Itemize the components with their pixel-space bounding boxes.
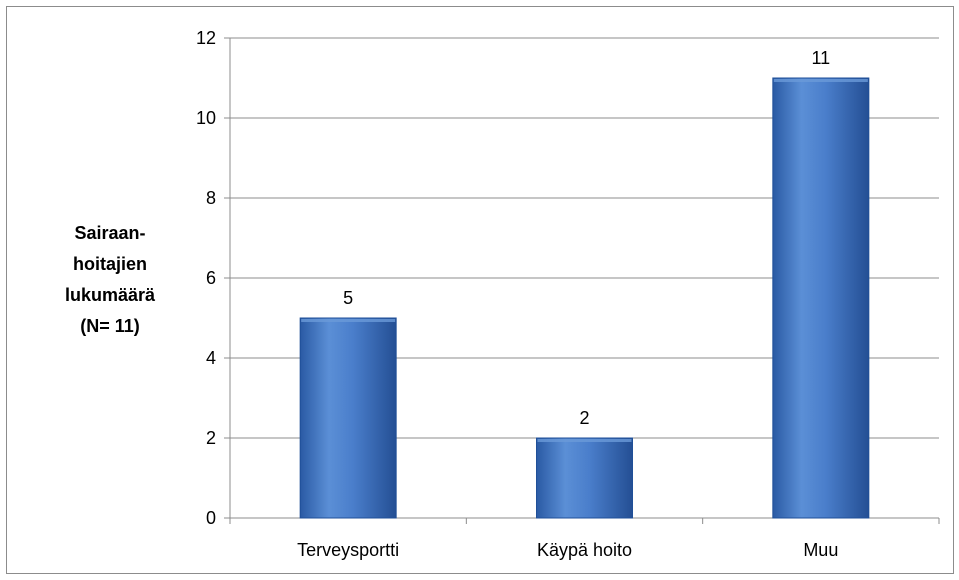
bar-highlight	[773, 79, 868, 82]
y-tick-label: 8	[206, 188, 216, 208]
y-axis-label-line-2: hoitajien	[72, 254, 147, 274]
y-tick-label: 12	[196, 28, 216, 48]
x-category-label: Terveysportti	[297, 540, 399, 560]
data-label: 2	[579, 408, 589, 428]
y-tick-label: 4	[206, 348, 216, 368]
y-axis-label-line-1: Sairaan-	[74, 223, 146, 243]
bar-highlight	[537, 439, 632, 442]
y-axis-label: Sairaan- hoitajien lukumäärä (N= 11)	[40, 218, 180, 342]
y-axis-label-line-4: (N= 11)	[80, 316, 140, 336]
bar	[299, 317, 397, 519]
bar	[772, 77, 870, 519]
x-category-label: Käypä hoito	[537, 540, 632, 560]
y-tick-label: 10	[196, 108, 216, 128]
data-label: 11	[811, 48, 830, 68]
y-tick-label: 2	[206, 428, 216, 448]
bar-highlight	[301, 319, 396, 322]
labels: 0 2 4 6 8 10 12 5 Terveysportti 2 Käypä hoito 11 Muu	[196, 28, 838, 560]
y-tick-label: 6	[206, 268, 216, 288]
bars	[299, 77, 870, 519]
data-label: 5	[343, 288, 353, 308]
y-axis-label-line-3: lukumäärä	[64, 285, 156, 305]
y-tick-label: 0	[206, 508, 216, 528]
bar	[536, 437, 633, 519]
x-category-label: Muu	[803, 540, 838, 560]
